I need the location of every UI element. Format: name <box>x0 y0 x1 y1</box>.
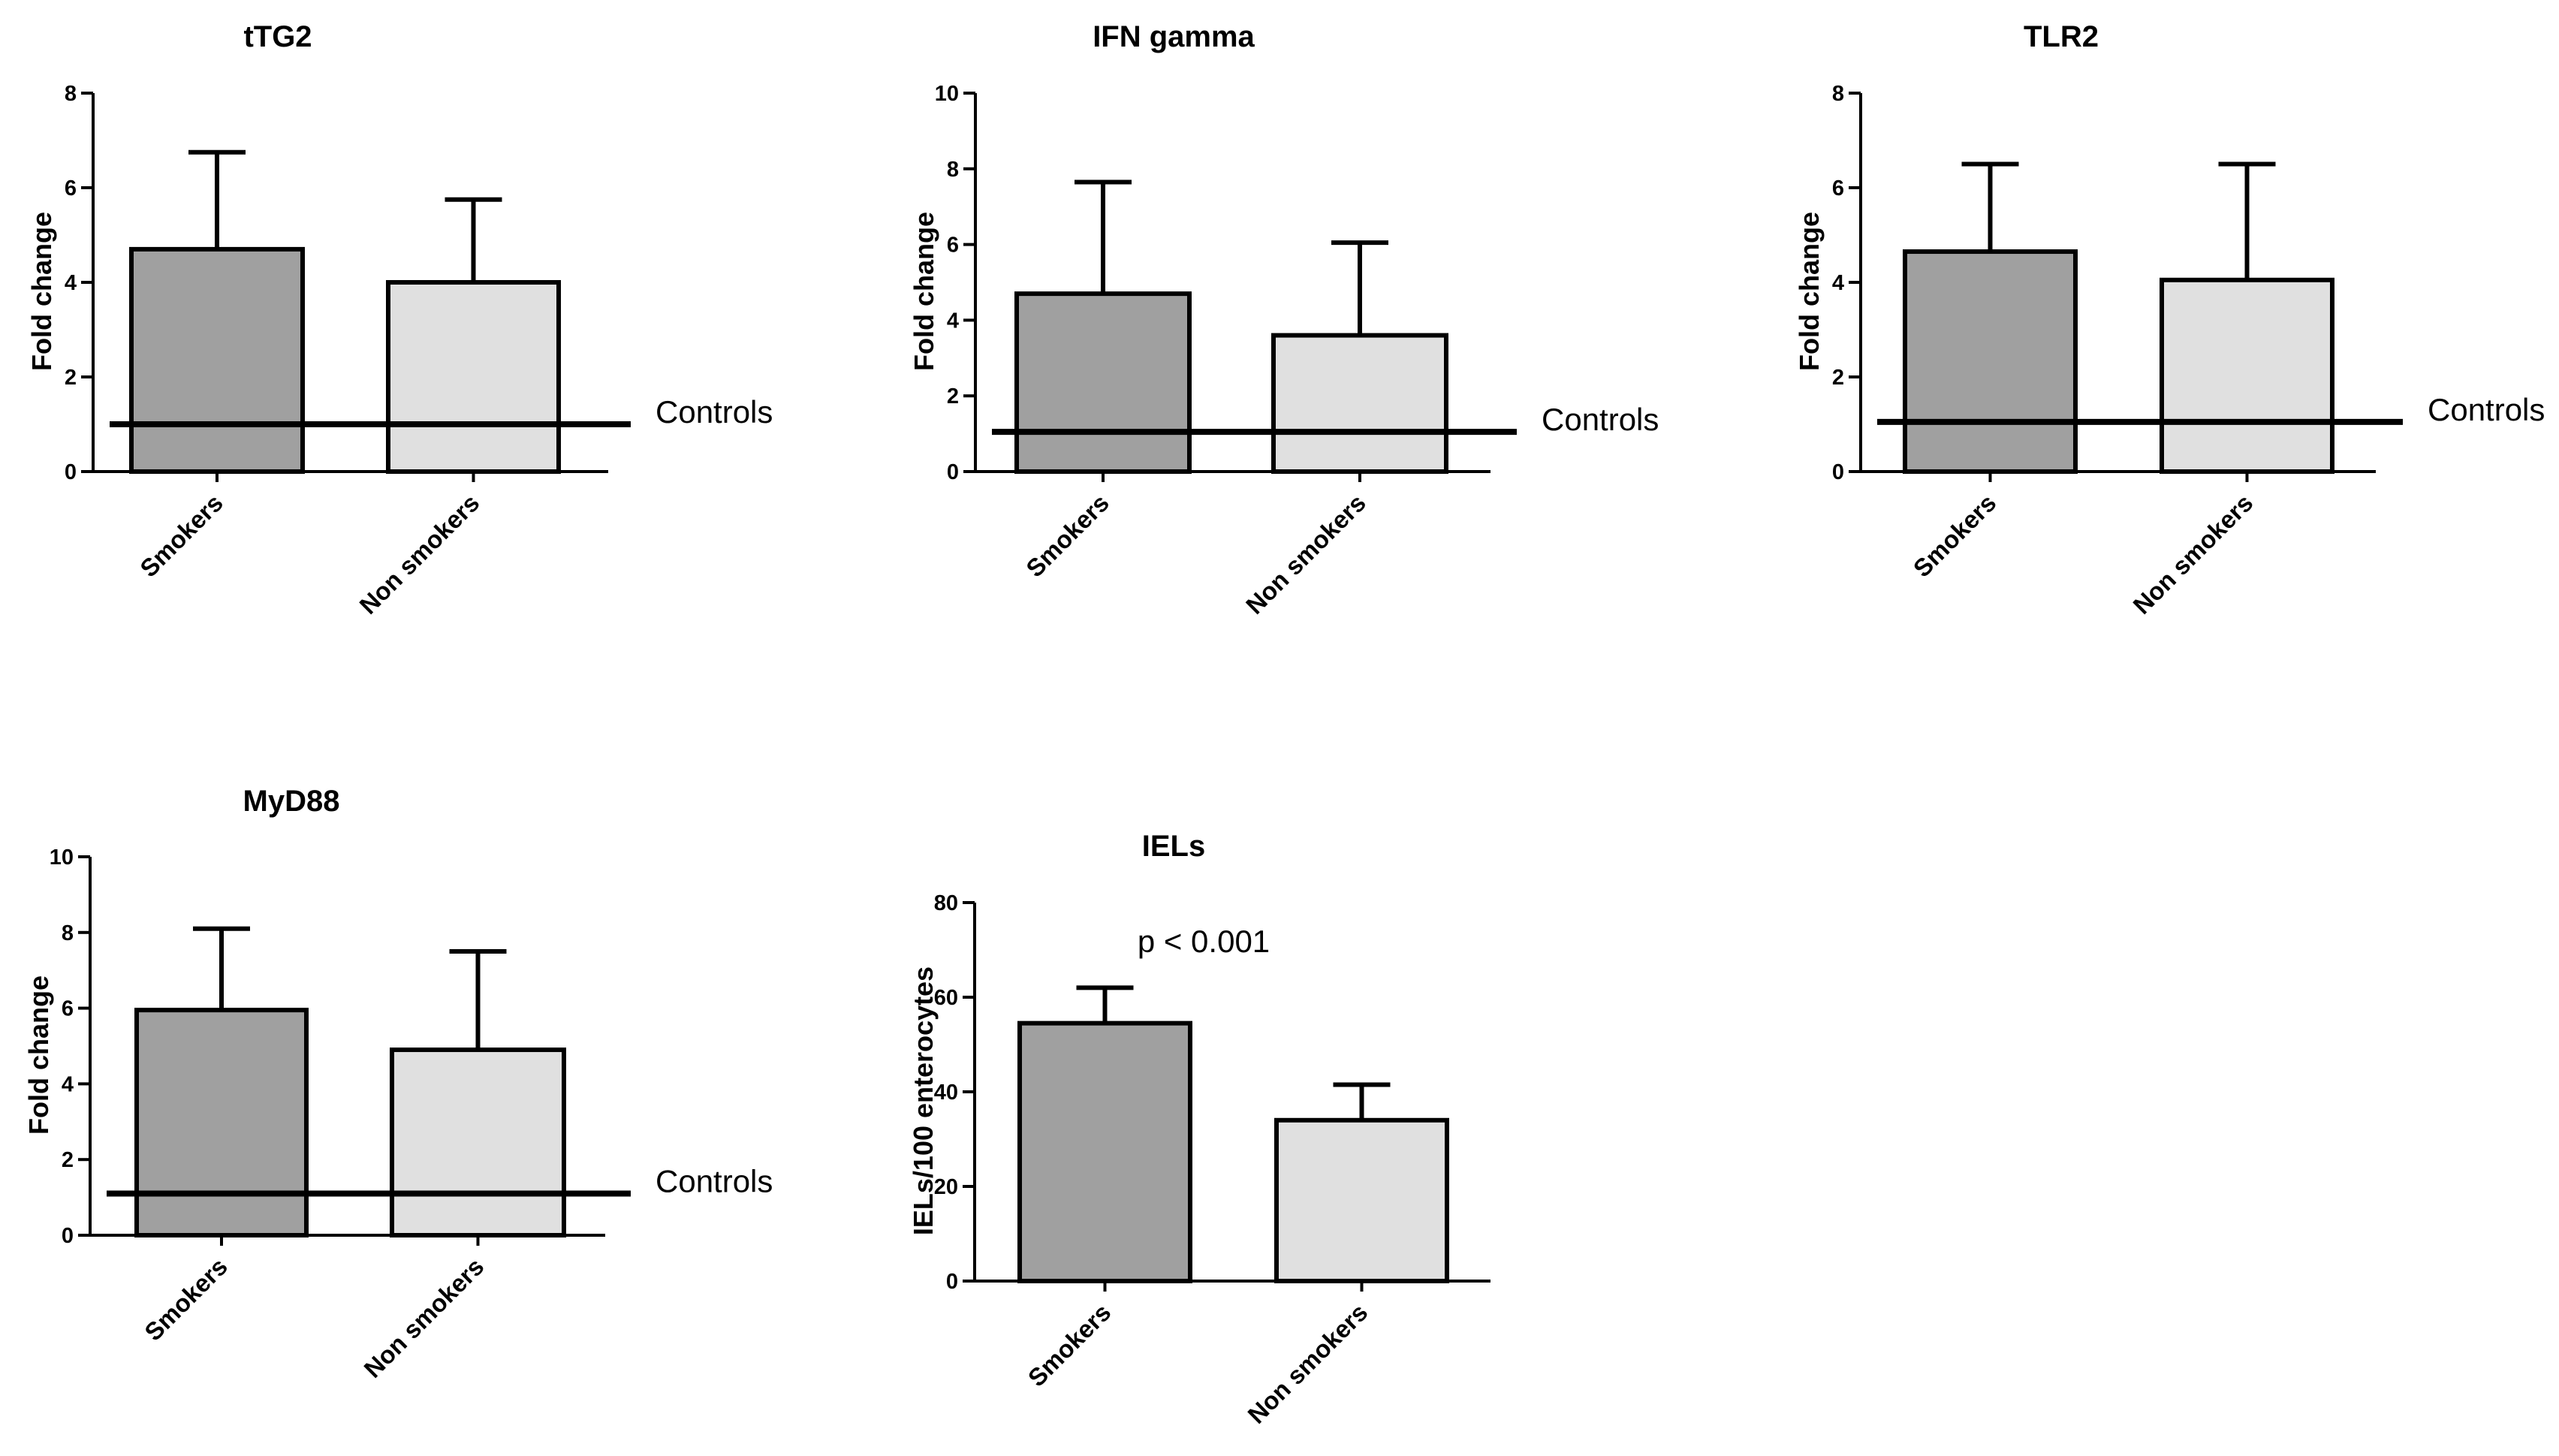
chart3-category-label-2: Non smokers <box>2127 489 2258 619</box>
chart2-y-tick-label-3: 6 <box>947 234 959 258</box>
chart1-y-tick-label-3: 6 <box>65 176 77 200</box>
chart3-controls-label: Controls <box>2428 392 2545 427</box>
chart4-y-tick-label-5: 10 <box>50 846 74 870</box>
chart1-y-tick-label-1: 2 <box>65 366 77 390</box>
chart2-y-tick-label-0: 0 <box>947 460 959 484</box>
chart5-y-tick-label-4: 80 <box>934 891 958 915</box>
chart4-y-tick-label-1: 2 <box>62 1148 74 1172</box>
chart5-y-tick-label-3: 60 <box>934 986 958 1010</box>
chart2-controls-label: Controls <box>1542 402 1659 437</box>
chart3-bar-2 <box>2160 277 2334 474</box>
chart4-title: MyD88 <box>243 785 340 818</box>
chart5-category-label-2: Non smokers <box>1242 1298 1373 1429</box>
chart1-bar-2 <box>386 280 561 474</box>
chart2-title: IFN gamma <box>1093 20 1255 53</box>
chart1-y-tick-label-2: 4 <box>65 271 77 295</box>
chart4-bar-1 <box>134 1008 309 1237</box>
chart2-category-label-2: Non smokers <box>1240 489 1371 619</box>
chart5-category-label-1: Smokers <box>1023 1298 1117 1392</box>
chart5-bar-1 <box>1017 1020 1192 1284</box>
chart2-y-tick-label-5: 10 <box>935 82 959 106</box>
chart4-y-tick-label-0: 0 <box>62 1224 74 1248</box>
chart3-title: TLR2 <box>2024 20 2099 53</box>
chart3-y-tick-label-1: 2 <box>1832 366 1844 390</box>
chart4-category-label-2: Non smokers <box>358 1253 489 1383</box>
chart3-y-tick-label-0: 0 <box>1832 460 1844 484</box>
chart1-category-label-1: Smokers <box>134 489 228 583</box>
chart2-y-axis-label: Fold change <box>909 212 939 371</box>
chart4-y-tick-label-2: 4 <box>62 1072 74 1096</box>
chart2-y-tick-label-2: 4 <box>947 309 959 333</box>
chart5-bar-2 <box>1274 1117 1449 1284</box>
chart3-category-label-1: Smokers <box>1908 489 2002 583</box>
chart5-p-value-annotation: p < 0.001 <box>1138 924 1270 959</box>
chart3-y-axis-label: Fold change <box>1794 212 1825 371</box>
chart5-title: IELs <box>1142 830 1205 863</box>
chart5-y-axis-label: IELs/100 enterocytes <box>908 966 939 1235</box>
chart4-y-tick-label-4: 8 <box>62 921 74 945</box>
chart1-y-tick-label-4: 8 <box>65 82 77 106</box>
chart2-bar-1 <box>1014 291 1192 474</box>
chart1-y-tick-label-0: 0 <box>65 460 77 484</box>
chart4-y-axis-label: Fold change <box>23 975 54 1135</box>
chart5-y-tick-label-0: 0 <box>946 1270 958 1294</box>
chart5-y-tick-label-2: 40 <box>934 1081 958 1105</box>
chart4-y-tick-label-3: 6 <box>62 997 74 1021</box>
chart3-bar-1 <box>1903 249 2078 474</box>
chart2-bar-2 <box>1271 333 1448 474</box>
chart4-controls-label: Controls <box>656 1164 773 1199</box>
chart3-y-tick-label-2: 4 <box>1832 271 1844 295</box>
chart4-bar-2 <box>390 1048 566 1238</box>
chart2-y-tick-label-1: 2 <box>947 384 959 408</box>
chart4-category-label-1: Smokers <box>139 1253 233 1346</box>
chart1-y-axis-label: Fold change <box>26 212 57 371</box>
chart5-y-tick-label-1: 20 <box>934 1175 958 1199</box>
chart2-y-tick-label-4: 8 <box>947 158 959 182</box>
chart1-bar-1 <box>129 246 305 474</box>
chart3-y-tick-label-4: 8 <box>1832 82 1844 106</box>
chart1-title: tTG2 <box>243 20 312 53</box>
chart2-category-label-1: Smokers <box>1020 489 1114 583</box>
chart1-controls-label: Controls <box>656 394 773 430</box>
chart1-category-label-2: Non smokers <box>354 489 484 619</box>
chart3-y-tick-label-3: 6 <box>1832 176 1844 200</box>
